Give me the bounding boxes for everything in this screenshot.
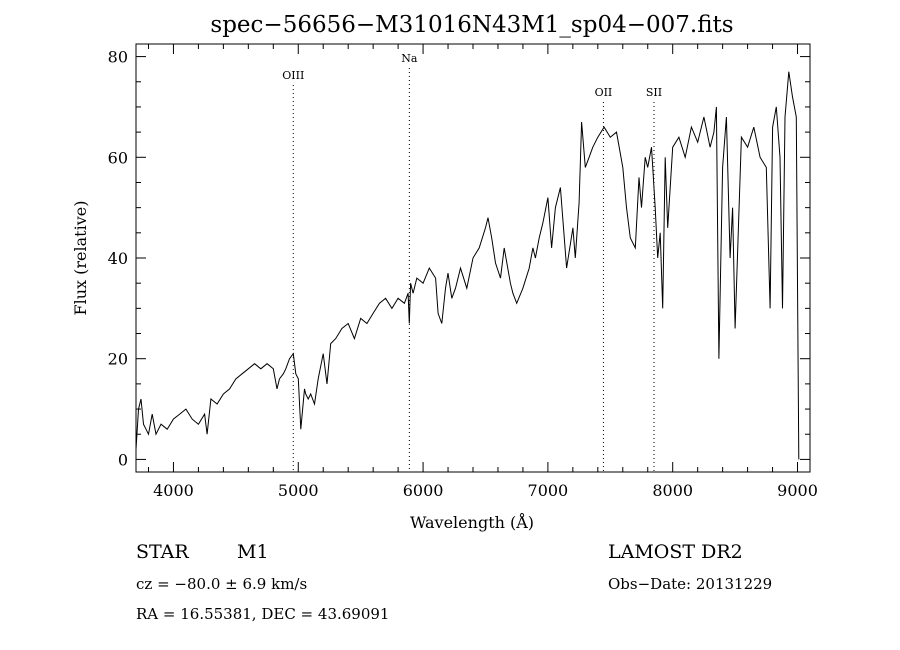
x-tick-label: 9000 — [777, 481, 818, 500]
x-tick-label: 8000 — [652, 481, 693, 500]
x-tick-label: 4000 — [153, 481, 194, 500]
y-tick-label: 0 — [118, 450, 128, 469]
chart-title: spec−56656−M31016N43M1_sp04−007.fits — [210, 12, 733, 38]
y-tick-label: 40 — [108, 249, 128, 268]
annotation-label: SII — [646, 86, 662, 99]
coordinates: RA = 16.55381, DEC = 43.69091 — [136, 605, 389, 623]
survey-name: LAMOST DR2 — [608, 541, 743, 563]
annotation-label: OIII — [282, 69, 304, 82]
redshift-velocity: cz = −80.0 ± 6.9 km/s — [136, 575, 307, 593]
x-axis-ticks: 4000 5000 6000 7000 8000 9000 — [147, 44, 818, 500]
object-class: STAR — [136, 541, 189, 563]
object-subclass: M1 — [237, 541, 269, 563]
spectrum-series-line — [135, 71, 800, 460]
x-axis-label: Wavelength (Å) — [410, 512, 534, 532]
x-tick-label: 7000 — [528, 481, 569, 500]
x-tick-label: 6000 — [403, 481, 444, 500]
y-tick-label: 80 — [108, 48, 128, 67]
observation-date: Obs−Date: 20131229 — [608, 575, 772, 593]
y-tick-label: 20 — [108, 350, 128, 369]
y-axis-ticks: 0 20 40 60 80 — [108, 48, 810, 469]
x-tick-label: 5000 — [278, 481, 319, 500]
annotation-label: OII — [595, 86, 613, 99]
y-tick-label: 60 — [108, 148, 128, 167]
annotation-label: Na — [401, 52, 418, 65]
y-axis-label: Flux (relative) — [71, 201, 90, 316]
emission-line-markers: OIII Na OII SII — [282, 52, 662, 472]
